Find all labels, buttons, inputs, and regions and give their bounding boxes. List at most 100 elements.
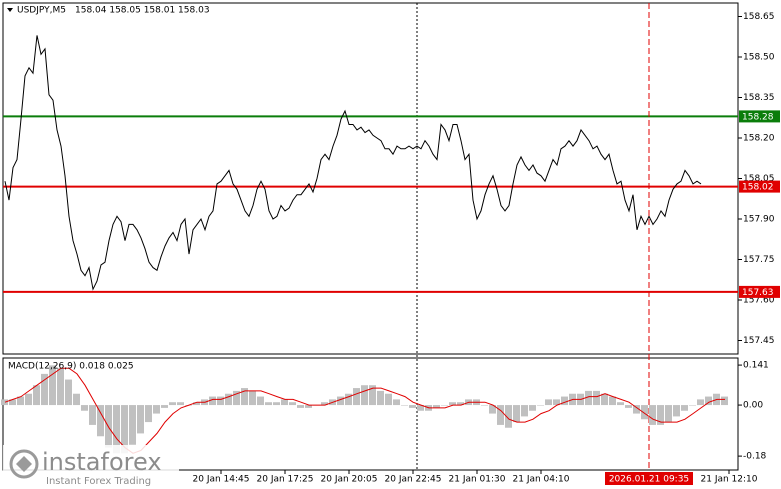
logo-tagline: Instant Forex Trading xyxy=(46,476,151,487)
x-tick-label: 21 Jan 04:10 xyxy=(513,475,570,485)
level-label: 157.63 xyxy=(742,288,774,298)
macd-bar xyxy=(161,405,168,408)
level-label-box xyxy=(739,180,780,193)
macd-bar xyxy=(585,390,592,406)
macd-bar xyxy=(49,365,56,406)
macd-bar xyxy=(617,402,624,406)
y-tick-label: 157.60 xyxy=(743,296,775,306)
cursor-label: 2026.01.21 09:35 xyxy=(609,475,689,485)
macd-bar xyxy=(81,405,88,411)
y-tick-label: 158.20 xyxy=(743,134,775,144)
macd-bar xyxy=(345,393,352,406)
macd-bar xyxy=(681,405,688,411)
macd-bar xyxy=(257,396,264,406)
macd-bar xyxy=(457,402,464,406)
macd-bar xyxy=(505,405,512,428)
x-tick-label: 21 Jan 01:30 xyxy=(449,475,506,485)
logo-icon-inner xyxy=(16,456,32,472)
menu-arrow xyxy=(7,8,13,12)
macd-bar xyxy=(553,399,560,406)
macd-bar xyxy=(601,393,608,406)
macd-bar xyxy=(273,402,280,406)
macd-bar xyxy=(305,405,312,408)
symbol-title: USDJPY,M5 xyxy=(17,6,66,16)
macd-bar xyxy=(433,405,440,408)
macd-bar xyxy=(193,402,200,406)
macd-bar xyxy=(113,405,120,454)
macd-bar xyxy=(353,388,360,406)
macd-bar xyxy=(489,405,496,414)
macd-bar xyxy=(281,399,288,406)
macd-bar xyxy=(369,385,376,406)
macd-bar xyxy=(377,390,384,406)
macd-bar xyxy=(545,399,552,406)
macd-bar xyxy=(417,405,424,411)
ohlc: 158.04 158.05 158.01 158.03 xyxy=(75,6,210,16)
level-label: 158.28 xyxy=(742,112,774,122)
macd-bar xyxy=(409,405,416,408)
macd-panel xyxy=(2,357,739,471)
macd-bar xyxy=(73,393,80,406)
macd-bar xyxy=(657,405,664,425)
x-tick-label: 20 Jan 20:05 xyxy=(321,475,378,485)
macd-bar xyxy=(241,388,248,406)
x-tick-label: 21 Jan 12:10 xyxy=(701,475,758,485)
y-tick-label: 157.45 xyxy=(743,336,775,346)
macd-bar xyxy=(449,402,456,406)
macd-bar xyxy=(561,396,568,406)
x-tick-label: 20 Jan 14:45 xyxy=(193,475,250,485)
macd-bar xyxy=(697,399,704,406)
macd-bar xyxy=(233,390,240,406)
x-tick-label: 20 Jan 17:25 xyxy=(257,475,314,485)
y-tick-label: 157.75 xyxy=(743,255,775,265)
macd-bar xyxy=(633,405,640,414)
macd-bar xyxy=(513,405,520,423)
macd-bar xyxy=(153,405,160,414)
y-tick-label: -0.18 xyxy=(743,452,767,462)
price-line xyxy=(4,35,702,291)
macd-bar xyxy=(481,405,488,406)
logo-icon xyxy=(9,449,39,479)
logo-brand: instaforex xyxy=(42,448,162,476)
macd-bar xyxy=(361,385,368,406)
macd-bar xyxy=(217,396,224,406)
macd-bar xyxy=(441,405,448,406)
y-tick-label: 158.65 xyxy=(743,12,775,22)
macd-bar xyxy=(609,396,616,406)
macd-bar xyxy=(721,396,728,406)
macd-bar xyxy=(9,399,16,406)
macd-bar xyxy=(121,405,128,454)
macd-bar xyxy=(673,405,680,417)
macd-bar xyxy=(665,405,672,423)
macd-bar xyxy=(385,393,392,406)
macd-bar xyxy=(89,405,96,425)
macd-bar xyxy=(337,396,344,406)
macd-bar xyxy=(25,393,32,406)
macd-bar xyxy=(249,390,256,406)
y-tick-label: 158.35 xyxy=(743,93,775,103)
macd-bar xyxy=(289,402,296,406)
macd-bar xyxy=(705,396,712,406)
macd-bar xyxy=(169,402,176,406)
macd-bar xyxy=(529,405,536,411)
macd-bar xyxy=(641,405,648,420)
macd-bar xyxy=(209,396,216,406)
y-tick-label: 0.00 xyxy=(743,401,763,411)
macd-bar xyxy=(649,405,656,425)
macd-bar xyxy=(393,399,400,406)
macd-bar xyxy=(625,405,632,408)
macd-bar xyxy=(97,405,104,437)
level-label-box xyxy=(739,285,780,298)
y-tick-label: 0.141 xyxy=(743,361,769,371)
y-tick-label: 158.05 xyxy=(743,174,775,184)
logo: instaforex Instant Forex Trading xyxy=(3,445,179,489)
macd-bar xyxy=(497,405,504,425)
macd-bar xyxy=(177,402,184,406)
macd-bar xyxy=(65,379,72,406)
cursor-label-box xyxy=(605,472,693,485)
macd-bar xyxy=(1,399,8,406)
macd-title: MACD(12,26,9) 0.018 0.025 xyxy=(8,362,134,372)
macd-bar xyxy=(41,373,48,406)
level-label: 158.02 xyxy=(742,183,774,193)
